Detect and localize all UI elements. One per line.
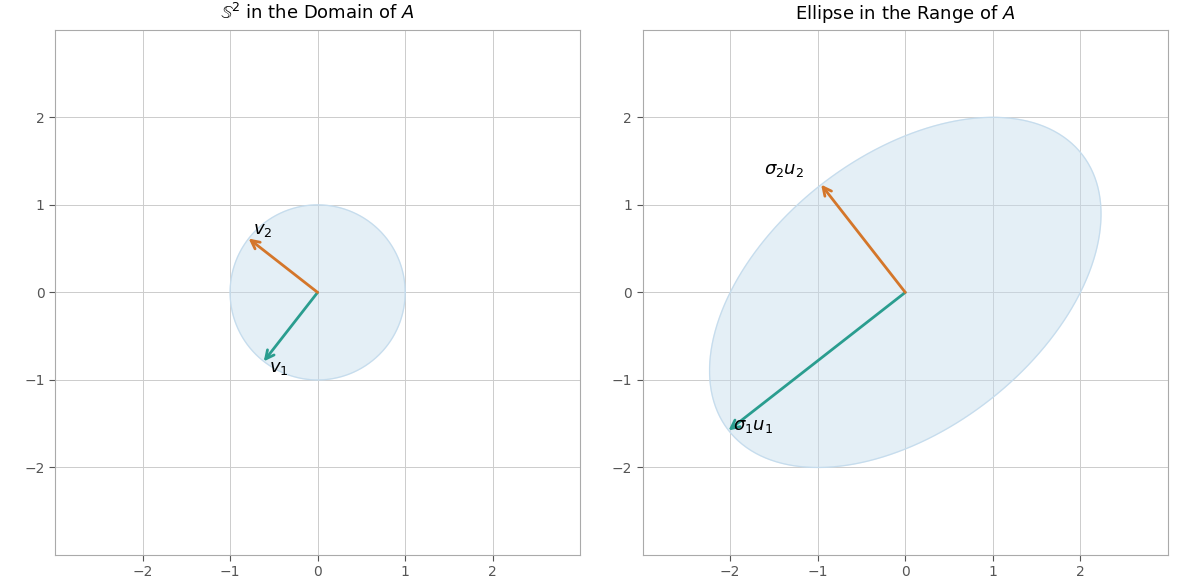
Title: $\mathbb{S}^2$ in the Domain of $A$: $\mathbb{S}^2$ in the Domain of $A$ xyxy=(221,2,415,23)
Text: $\sigma_2 u_2$: $\sigma_2 u_2$ xyxy=(764,161,805,179)
Text: $v_2$: $v_2$ xyxy=(253,221,273,239)
Polygon shape xyxy=(230,205,405,380)
Text: $v_1$: $v_1$ xyxy=(269,359,288,377)
Title: Ellipse in the Range of $A$: Ellipse in the Range of $A$ xyxy=(795,3,1016,24)
Text: $\sigma_1 u_1$: $\sigma_1 u_1$ xyxy=(733,417,774,435)
Polygon shape xyxy=(709,118,1101,467)
